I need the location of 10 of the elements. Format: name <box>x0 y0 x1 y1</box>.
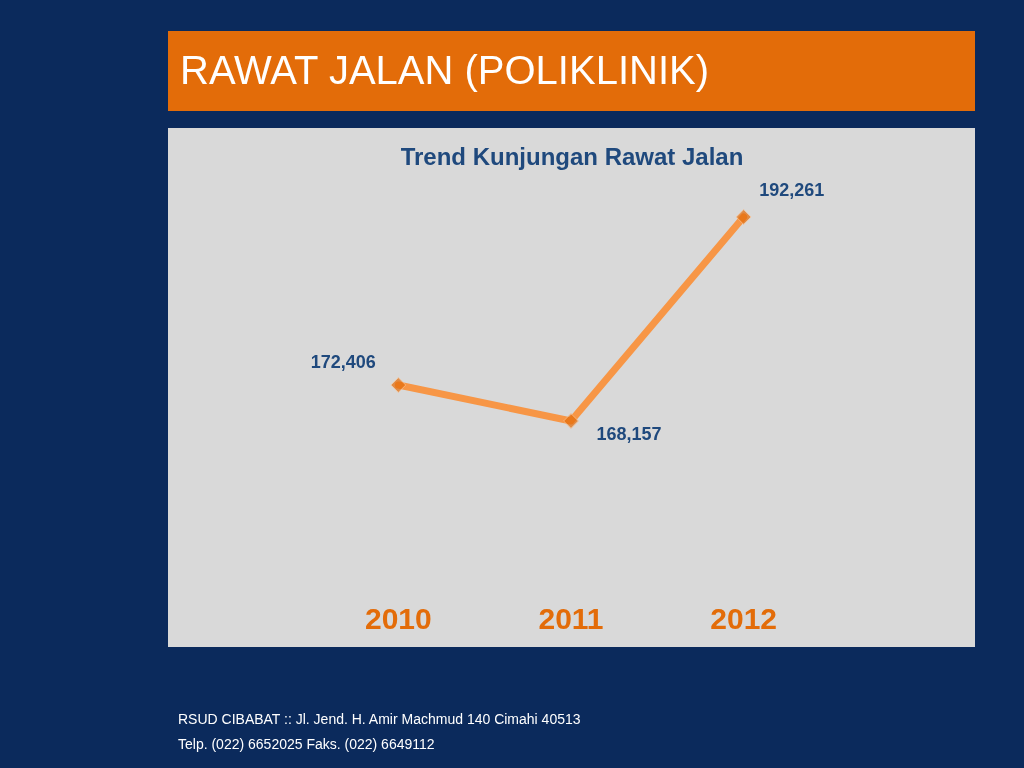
text: RSUD CIBABAT :: Jl. Jend. H. Amir Machmud 140 Cimahi 40513 <box>178 711 581 727</box>
chart-subtitle: Trend Kunjungan Rawat Jalan <box>400 143 744 170</box>
x-tick-label: 2012 <box>710 602 778 635</box>
chart-title: RAWAT JALAN (POLIKLINIK) <box>180 48 710 92</box>
data-label: 172,406 <box>310 352 376 373</box>
data-label: 168,157 <box>596 424 662 444</box>
x-tick-label: 2010 <box>364 602 432 635</box>
text: Telp. (022) 6652025 Faks. (022) 6649112 <box>178 736 435 752</box>
x-tick-label: 2011 <box>538 602 604 635</box>
data-label: 192,261 <box>759 180 825 200</box>
